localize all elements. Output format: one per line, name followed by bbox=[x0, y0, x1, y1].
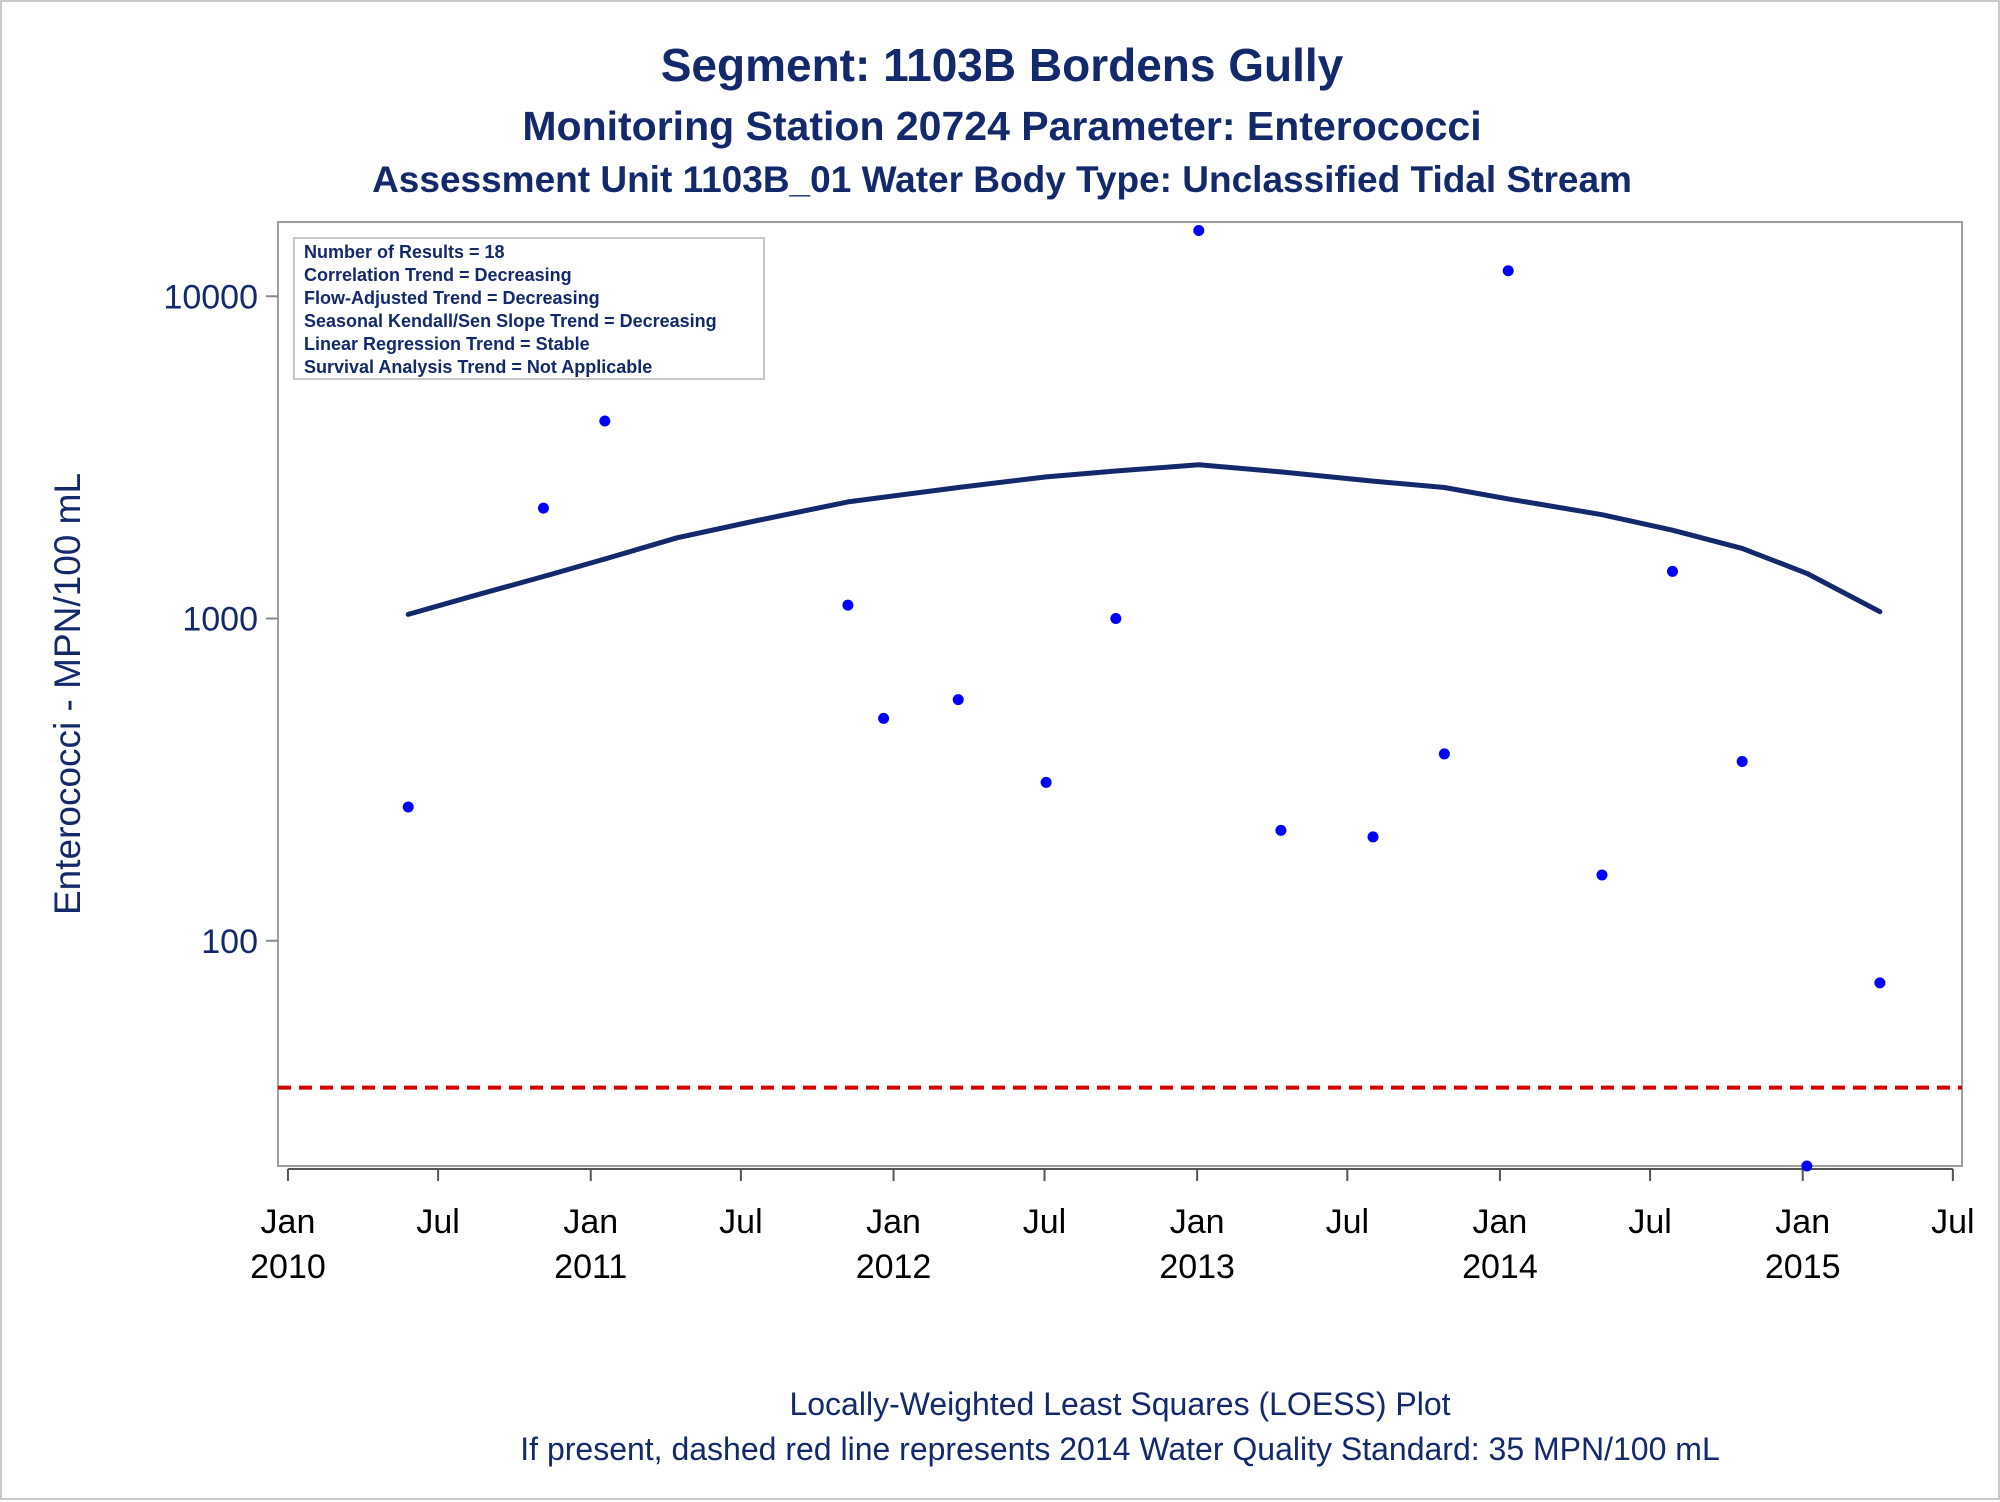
chart-subtitle-2: Assessment Unit 1103B_01 Water Body Type… bbox=[372, 159, 1632, 200]
x-tick-label: Jan bbox=[1170, 1203, 1225, 1241]
loess-curve bbox=[405, 462, 1883, 617]
data-point bbox=[1502, 265, 1514, 277]
data-points bbox=[402, 224, 1886, 1172]
data-point bbox=[1110, 613, 1122, 625]
data-point bbox=[1874, 977, 1886, 989]
chart-title: Segment: 1103B Bordens Gully bbox=[661, 39, 1344, 91]
x-tick-label: Jan bbox=[1473, 1203, 1528, 1241]
x-tick-label: Jul bbox=[1931, 1203, 1974, 1241]
x-tick-label-year: 2011 bbox=[554, 1248, 627, 1286]
y-axis-label: Enterococci - MPN/100 mL bbox=[47, 473, 88, 915]
x-tick-label-year: 2012 bbox=[856, 1248, 932, 1286]
footnote-loess: Locally-Weighted Least Squares (LOESS) P… bbox=[789, 1386, 1450, 1422]
loess-line bbox=[405, 462, 1883, 617]
data-point bbox=[1438, 748, 1450, 760]
x-tick-label-year: 2014 bbox=[1462, 1248, 1538, 1286]
stat-number-of-results: Number of Results = 18 bbox=[304, 242, 505, 262]
x-tick-label: Jan bbox=[1775, 1203, 1830, 1241]
stats-box bbox=[293, 237, 765, 380]
data-point bbox=[1040, 776, 1052, 788]
x-tick-label: Jul bbox=[719, 1203, 762, 1241]
x-tick-label: Jan bbox=[866, 1203, 921, 1241]
x-tick-label-year: 2010 bbox=[250, 1248, 326, 1286]
y-tick-label: 10000 bbox=[163, 278, 258, 316]
data-point bbox=[878, 712, 890, 724]
x-tick-label: Jul bbox=[1628, 1203, 1671, 1241]
data-point bbox=[599, 415, 611, 427]
data-point bbox=[952, 694, 964, 706]
x-tick-label: Jan bbox=[563, 1203, 618, 1241]
data-point bbox=[402, 801, 414, 813]
data-point bbox=[1275, 824, 1287, 836]
y-tick-label: 1000 bbox=[182, 601, 258, 639]
data-point bbox=[1736, 755, 1748, 767]
stat-flow-adjusted-trend: Flow-Adjusted Trend = Decreasing bbox=[304, 288, 600, 308]
x-tick-label: Jan bbox=[261, 1203, 316, 1241]
data-point bbox=[842, 599, 854, 611]
data-point bbox=[1367, 831, 1379, 843]
x-tick-label-year: 2015 bbox=[1765, 1248, 1841, 1286]
x-tick-label: Jul bbox=[1023, 1203, 1066, 1241]
data-point bbox=[1801, 1160, 1813, 1172]
footnote-standard: If present, dashed red line represents 2… bbox=[520, 1431, 1719, 1467]
stat-survival-analysis-trend: Survival Analysis Trend = Not Applicable bbox=[304, 357, 652, 377]
stat-correlation-trend: Correlation Trend = Decreasing bbox=[304, 265, 572, 285]
y-axis: 100 1000 10000 bbox=[163, 278, 278, 961]
data-point bbox=[537, 502, 549, 514]
x-axis: Jan 2010 Jul Jan 2011 Jul Jan 2012 Jul Jan 2013 Jul… bbox=[250, 1168, 1975, 1286]
chart-subtitle: Monitoring Station 20724 Parameter: Ente… bbox=[522, 103, 1481, 149]
data-point bbox=[1193, 224, 1205, 236]
y-tick-label: 100 bbox=[201, 923, 258, 961]
stat-linear-regression-trend: Linear Regression Trend = Stable bbox=[304, 334, 590, 354]
x-tick-label: Jul bbox=[1326, 1203, 1369, 1241]
plot-area bbox=[277, 221, 1963, 1167]
data-point bbox=[1666, 565, 1678, 577]
x-tick-label: Jul bbox=[416, 1203, 459, 1241]
data-point bbox=[1596, 869, 1608, 881]
x-tick-label-year: 2013 bbox=[1159, 1248, 1235, 1286]
stat-seasonal-kendall-trend: Seasonal Kendall/Sen Slope Trend = Decre… bbox=[304, 311, 717, 331]
